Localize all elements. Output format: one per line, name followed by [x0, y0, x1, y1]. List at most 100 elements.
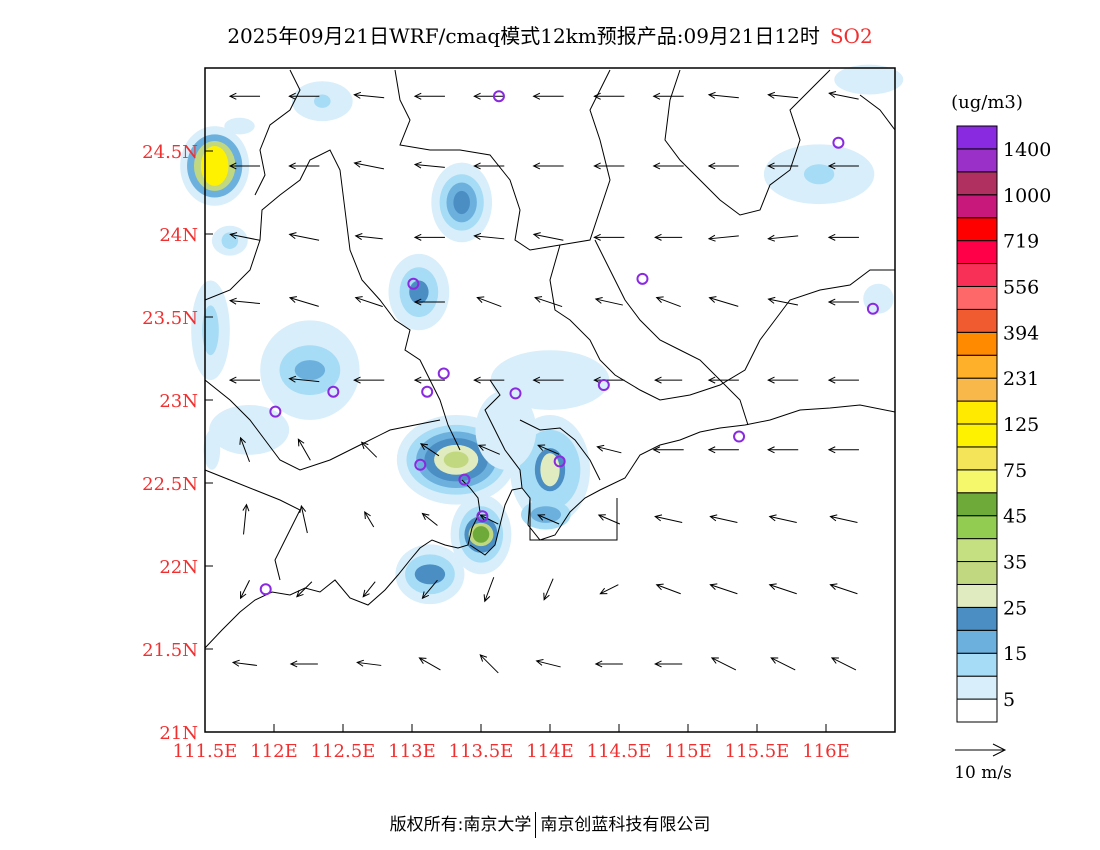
wind-arrow-icon [421, 512, 438, 526]
wind-arrow-head [709, 514, 718, 522]
wind-arrow-shaft [768, 235, 799, 240]
so2-contour-level [530, 506, 562, 523]
wind-arrow-icon [288, 375, 320, 383]
wind-arrow-icon [596, 444, 622, 454]
so2-contour-level [863, 283, 894, 314]
wind-arrow-shaft [656, 584, 681, 595]
wind-arrow-shaft [656, 297, 681, 308]
wind-arrow-head [707, 91, 716, 99]
wind-arrow-head [228, 297, 237, 305]
wind-arrow-icon [652, 162, 684, 170]
so2-contour-level [294, 360, 326, 381]
wind-arrow-icon [707, 376, 739, 384]
y-tick-label: 21.5N [142, 640, 198, 661]
wind-arrow-icon [655, 296, 681, 308]
wind-arrow-icon [767, 296, 799, 306]
wind-arrow-head [473, 376, 481, 384]
wind-arrow-icon [353, 91, 385, 99]
wind-arrow-icon [770, 657, 796, 671]
wind-arrow-shaft [289, 297, 319, 307]
wind-arrow-head [593, 233, 601, 241]
colorbar-swatch [956, 446, 998, 471]
wind-arrow-head [532, 92, 541, 100]
province-boundary [594, 239, 749, 426]
footer-right: 南京创蓝科技有限公司 [540, 815, 711, 835]
wind-arrow-head [419, 443, 428, 451]
wind-arrow-head [827, 162, 836, 170]
wind-arrow-shaft [414, 163, 445, 168]
wind-arrow-head [418, 657, 427, 664]
wind-arrow-icon [827, 162, 859, 170]
wind-arrow-head [829, 583, 838, 590]
wind-arrow-icon [473, 232, 505, 240]
colorbar-label: 15 [1003, 643, 1027, 665]
colorbar-swatch [956, 240, 998, 265]
wind-arrow-icon [228, 376, 261, 384]
y-tick-label: 21N [159, 723, 198, 744]
wind-arrow-head [297, 438, 305, 447]
colorbar-swatch [956, 308, 998, 333]
wind-arrow-head [473, 232, 482, 240]
city-marker-icon [597, 379, 610, 392]
y-tick-label: 24.5N [142, 142, 198, 163]
wind-arrow-head [296, 589, 304, 598]
x-tick-label: 114E [526, 741, 574, 762]
wind-arrow-icon [594, 296, 623, 306]
wind-arrow-head [767, 296, 776, 304]
wind-arrow-head [767, 234, 776, 242]
wind-arrow-shaft [708, 235, 739, 240]
wind-legend-arrowhead-icon [992, 743, 1007, 757]
wind-arrow-icon [362, 581, 376, 598]
wind-arrow-head [413, 233, 422, 241]
city-marker-icon [509, 387, 522, 400]
wind-arrow-head [535, 659, 544, 666]
copyright-footer: 版权所有:南京大学 南京创蓝科技有限公司 [0, 810, 1100, 838]
colorbar-swatch [956, 698, 998, 723]
wind-arrow-icon [296, 581, 313, 598]
city-marker-icon [414, 458, 427, 471]
wind-arrow-head [827, 446, 836, 454]
so2-contour-level [203, 429, 221, 470]
wind-arrow-icon [710, 657, 737, 671]
wind-arrow-shaft [831, 657, 857, 671]
wind-arrow-shaft [289, 233, 320, 241]
wind-arrow-head [413, 376, 422, 384]
wind-arrow-shaft [419, 657, 441, 671]
wind-arrow-head [228, 92, 237, 100]
wind-arrow-shaft [474, 235, 505, 240]
wind-arrow-shaft [770, 657, 796, 671]
wind-arrow-shaft [361, 441, 378, 458]
wind-arrow-icon [231, 659, 258, 667]
wind-arrow-head [654, 660, 662, 668]
wind-arrow-head [827, 376, 836, 384]
wind-arrow-shaft [362, 581, 376, 598]
colorbar-swatch [956, 171, 998, 196]
wind-arrow-icon [228, 92, 261, 100]
wind-arrow-head [537, 514, 546, 521]
province-boundary [549, 244, 895, 401]
y-tick-label: 24N [159, 225, 198, 246]
wind-arrow-head [421, 512, 430, 521]
x-tick-label: 116E [802, 741, 850, 762]
province-boundary [204, 469, 301, 581]
wind-arrow-icon [709, 514, 738, 524]
wind-arrow-shaft [354, 162, 385, 170]
wind-arrow-head [354, 296, 363, 303]
wind-arrow-icon [652, 446, 684, 454]
wind-arrow-head [655, 296, 664, 303]
colorbar-swatch [956, 629, 998, 654]
wind-arrow-icon [419, 443, 440, 457]
so2-contour-level [834, 64, 904, 95]
colorbar-label: 75 [1003, 460, 1027, 482]
colorbar-swatch [956, 423, 998, 448]
wind-arrow-icon [830, 657, 857, 671]
colorbar-swatch [956, 675, 998, 700]
wind-arrow-head [532, 232, 541, 239]
wind-arrow-head [299, 504, 307, 513]
wind-arrow-head [599, 587, 608, 595]
wind-arrow-icon [479, 654, 499, 674]
wind-arrow-head [707, 446, 716, 454]
wind-arrow-head [654, 514, 663, 522]
wind-arrow-shaft [230, 233, 260, 241]
